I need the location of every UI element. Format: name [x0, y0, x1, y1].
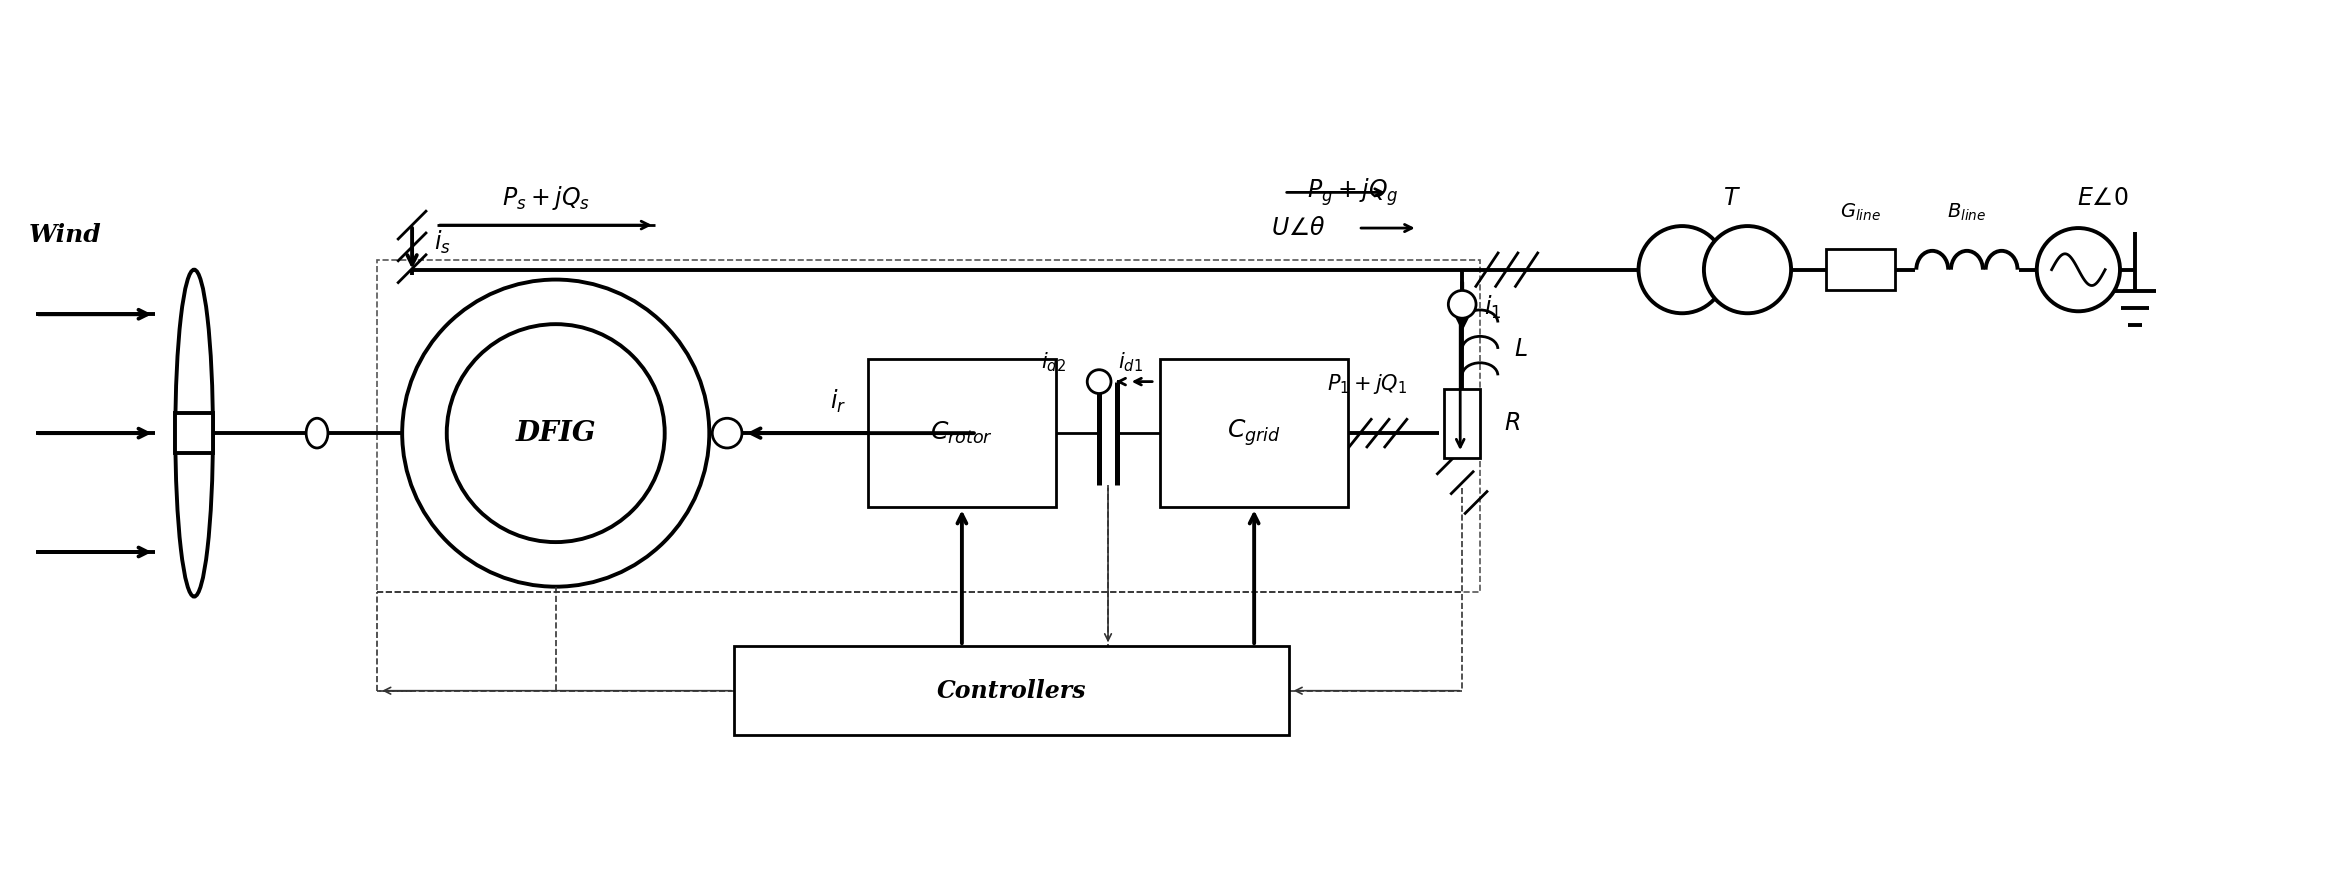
Circle shape	[1704, 226, 1790, 313]
Text: $L$: $L$	[1513, 337, 1527, 361]
Text: $i_s$: $i_s$	[433, 229, 452, 255]
Circle shape	[447, 324, 666, 542]
Text: $T$: $T$	[1723, 187, 1741, 211]
Text: $i_{d1}$: $i_{d1}$	[1117, 350, 1143, 373]
Text: $B_{line}$: $B_{line}$	[1946, 202, 1986, 223]
Text: Wind: Wind	[28, 223, 102, 247]
Text: $U\angle\theta$: $U\angle\theta$	[1271, 216, 1327, 240]
Bar	[733, 647, 1290, 735]
Circle shape	[1448, 290, 1476, 318]
Circle shape	[1639, 226, 1725, 313]
Text: $P_1+jQ_1$: $P_1+jQ_1$	[1327, 371, 1408, 396]
Text: $i_{d2}$: $i_{d2}$	[1041, 350, 1066, 373]
Text: $R$: $R$	[1504, 411, 1520, 435]
Text: Controllers: Controllers	[936, 679, 1087, 703]
Text: DFIG: DFIG	[514, 420, 596, 446]
Bar	[868, 359, 1057, 507]
Bar	[1443, 388, 1481, 458]
Text: $E\angle 0$: $E\angle 0$	[2077, 187, 2128, 211]
Bar	[377, 260, 1481, 592]
Text: $C_{grid}$: $C_{grid}$	[1227, 418, 1280, 448]
Bar	[1159, 359, 1348, 507]
Circle shape	[1087, 370, 1110, 394]
Bar	[175, 413, 212, 453]
Ellipse shape	[305, 418, 328, 448]
Text: $i_1$: $i_1$	[1483, 294, 1502, 321]
Text: $C_{rotor}$: $C_{rotor}$	[931, 420, 994, 446]
Bar	[1825, 249, 1895, 290]
Circle shape	[403, 280, 710, 587]
Text: $G_{line}$: $G_{line}$	[1839, 202, 1881, 223]
Circle shape	[712, 418, 743, 448]
Text: $P_s+jQ_s$: $P_s+jQ_s$	[503, 184, 589, 213]
Text: $P_g+jQ_g$: $P_g+jQ_g$	[1308, 177, 1399, 208]
Text: $i_r$: $i_r$	[831, 388, 845, 415]
Ellipse shape	[175, 270, 212, 597]
Circle shape	[2037, 228, 2121, 312]
